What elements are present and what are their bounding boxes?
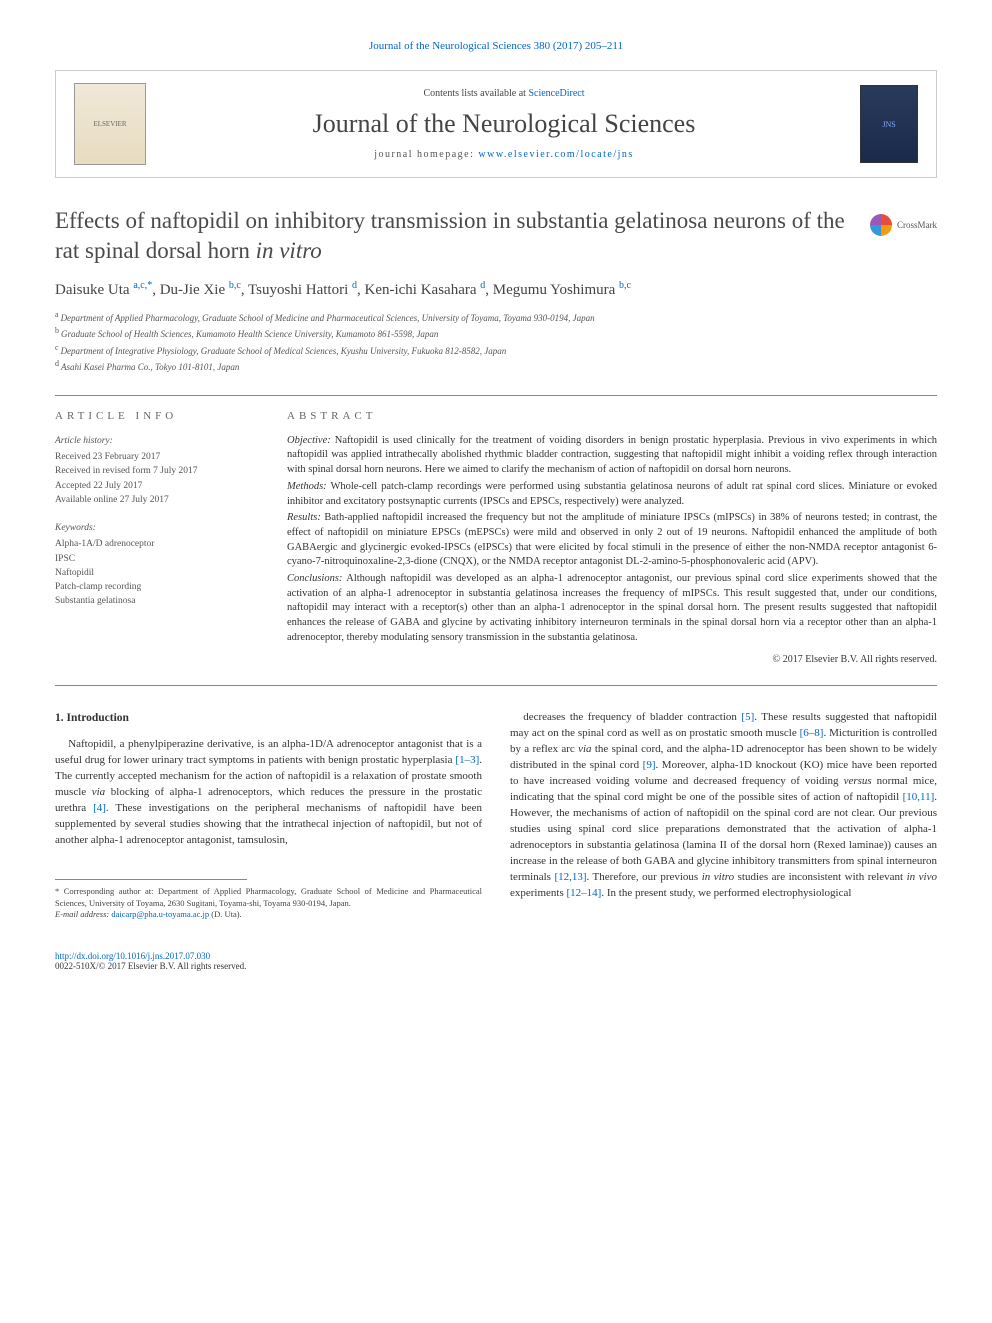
history-line: Accepted 22 July 2017 (55, 479, 255, 493)
affiliation-list: a Department of Applied Pharmacology, Gr… (55, 309, 937, 375)
author: Ken-ichi Kasahara d (365, 282, 486, 298)
ref-link[interactable]: [10,11] (903, 791, 935, 803)
keywords-label: Keywords: (55, 521, 255, 535)
history-line: Received 23 February 2017 (55, 450, 255, 464)
article-header: CrossMark Effects of naftopidil on inhib… (55, 206, 937, 375)
info-abstract-row: article info Article history: Received 2… (55, 410, 937, 668)
journal-name: Journal of the Neurological Sciences (168, 109, 840, 139)
homepage-link[interactable]: www.elsevier.com/locate/jns (478, 149, 633, 160)
author: Megumu Yoshimura b,c (493, 282, 631, 298)
ref-link[interactable]: [6–8] (800, 727, 824, 739)
article-info-column: article info Article history: Received 2… (55, 410, 255, 668)
article-title: Effects of naftopidil on inhibitory tran… (55, 206, 937, 266)
intro-para-1: Naftopidil, a phenylpiperazine derivativ… (55, 737, 482, 849)
contents-prefix: Contents lists available at (423, 88, 528, 99)
body-column-right: decreases the frequency of bladder contr… (510, 710, 937, 921)
email-suffix: (D. Uta). (209, 909, 242, 919)
journal-banner: ELSEVIER Contents lists available at Sci… (55, 70, 937, 178)
ref-link[interactable]: [9] (643, 759, 656, 771)
conclusions-text: Although naftopidil was developed as an … (287, 573, 937, 643)
contents-line: Contents lists available at ScienceDirec… (168, 88, 840, 99)
banner-center: Contents lists available at ScienceDirec… (168, 88, 840, 160)
objective-text: Naftopidil is used clinically for the tr… (287, 435, 937, 475)
ref-link[interactable]: [1–3] (455, 754, 479, 766)
author: Daisuke Uta a,c,* (55, 282, 152, 298)
title-italic: in vitro (256, 238, 322, 263)
affiliation: d Asahi Kasei Pharma Co., Tokyo 101-8101… (55, 358, 937, 375)
history-line: Received in revised form 7 July 2017 (55, 464, 255, 478)
title-main: Effects of naftopidil on inhibitory tran… (55, 208, 845, 263)
author-affiliation-sup: a,c,* (133, 280, 152, 291)
ref-link[interactable]: [12,13] (554, 871, 586, 883)
abstract-column: abstract Objective: Naftopidil is used c… (287, 410, 937, 668)
conclusions-label: Conclusions: (287, 573, 342, 584)
author: Tsuyoshi Hattori d (248, 282, 357, 298)
affiliation: a Department of Applied Pharmacology, Gr… (55, 309, 937, 326)
author-affiliation-sup: b,c (229, 280, 241, 291)
crossmark-badge[interactable]: CrossMark (870, 214, 937, 236)
footer: http://dx.doi.org/10.1016/j.jns.2017.07.… (55, 951, 937, 971)
results-label: Results: (287, 512, 321, 523)
abstract-copyright: © 2017 Elsevier B.V. All rights reserved… (287, 653, 937, 667)
abstract-heading: abstract (287, 410, 937, 422)
journal-cover-thumb: JNS (860, 85, 918, 163)
corr-email-link[interactable]: daicarp@pha.u-toyama.ac.jp (111, 909, 209, 919)
abstract-text: Objective: Naftopidil is used clinically… (287, 434, 937, 668)
crossmark-icon (870, 214, 892, 236)
crossmark-label: CrossMark (897, 220, 937, 230)
author-affiliation-sup: d (480, 280, 485, 291)
intro-heading: 1. Introduction (55, 710, 482, 727)
homepage-line: journal homepage: www.elsevier.com/locat… (168, 149, 840, 160)
keyword: Naftopidil (55, 566, 255, 580)
keyword: IPSC (55, 552, 255, 566)
citation-header: Journal of the Neurological Sciences 380… (55, 40, 937, 52)
corresponding-footnote: * Corresponding author at: Department of… (55, 886, 482, 922)
divider-top (55, 395, 937, 396)
issn-copyright: 0022-510X/© 2017 Elsevier B.V. All right… (55, 961, 246, 971)
homepage-prefix: journal homepage: (374, 149, 478, 160)
divider-bottom (55, 685, 937, 686)
ref-link[interactable]: [4] (93, 802, 106, 814)
body-column-left: 1. Introduction Naftopidil, a phenylpipe… (55, 710, 482, 921)
corr-author-text: * Corresponding author at: Department of… (55, 886, 482, 910)
body-columns: 1. Introduction Naftopidil, a phenylpipe… (55, 710, 937, 921)
keyword: Alpha-1A/D adrenoceptor (55, 537, 255, 551)
ref-link[interactable]: [12–14] (567, 887, 602, 899)
keyword: Patch-clamp recording (55, 580, 255, 594)
results-text: Bath-applied naftopidil increased the fr… (287, 512, 937, 567)
elsevier-logo: ELSEVIER (74, 83, 146, 165)
author-affiliation-sup: d (352, 280, 357, 291)
affiliation: b Graduate School of Health Sciences, Ku… (55, 325, 937, 342)
sciencedirect-link[interactable]: ScienceDirect (528, 88, 584, 99)
article-info-heading: article info (55, 410, 255, 422)
author: Du-Jie Xie b,c (160, 282, 241, 298)
doi-link[interactable]: http://dx.doi.org/10.1016/j.jns.2017.07.… (55, 951, 210, 961)
author-affiliation-sup: b,c (619, 280, 631, 291)
footnote-separator (55, 879, 247, 880)
intro-para-2: decreases the frequency of bladder contr… (510, 710, 937, 901)
history-line: Available online 27 July 2017 (55, 493, 255, 507)
keyword: Substantia gelatinosa (55, 594, 255, 608)
methods-label: Methods: (287, 481, 327, 492)
citation-link[interactable]: Journal of the Neurological Sciences 380… (369, 40, 623, 52)
objective-label: Objective: (287, 435, 331, 446)
email-label: E-mail address: (55, 909, 111, 919)
methods-text: Whole-cell patch-clamp recordings were p… (287, 481, 937, 507)
keywords-block: Keywords: Alpha-1A/D adrenoceptor IPSC N… (55, 521, 255, 609)
ref-link[interactable]: [5] (741, 711, 754, 723)
author-list: Daisuke Uta a,c,*, Du-Jie Xie b,c, Tsuyo… (55, 280, 937, 299)
history-label: Article history: (55, 434, 255, 448)
affiliation: c Department of Integrative Physiology, … (55, 342, 937, 359)
article-history: Article history: Received 23 February 20… (55, 434, 255, 507)
